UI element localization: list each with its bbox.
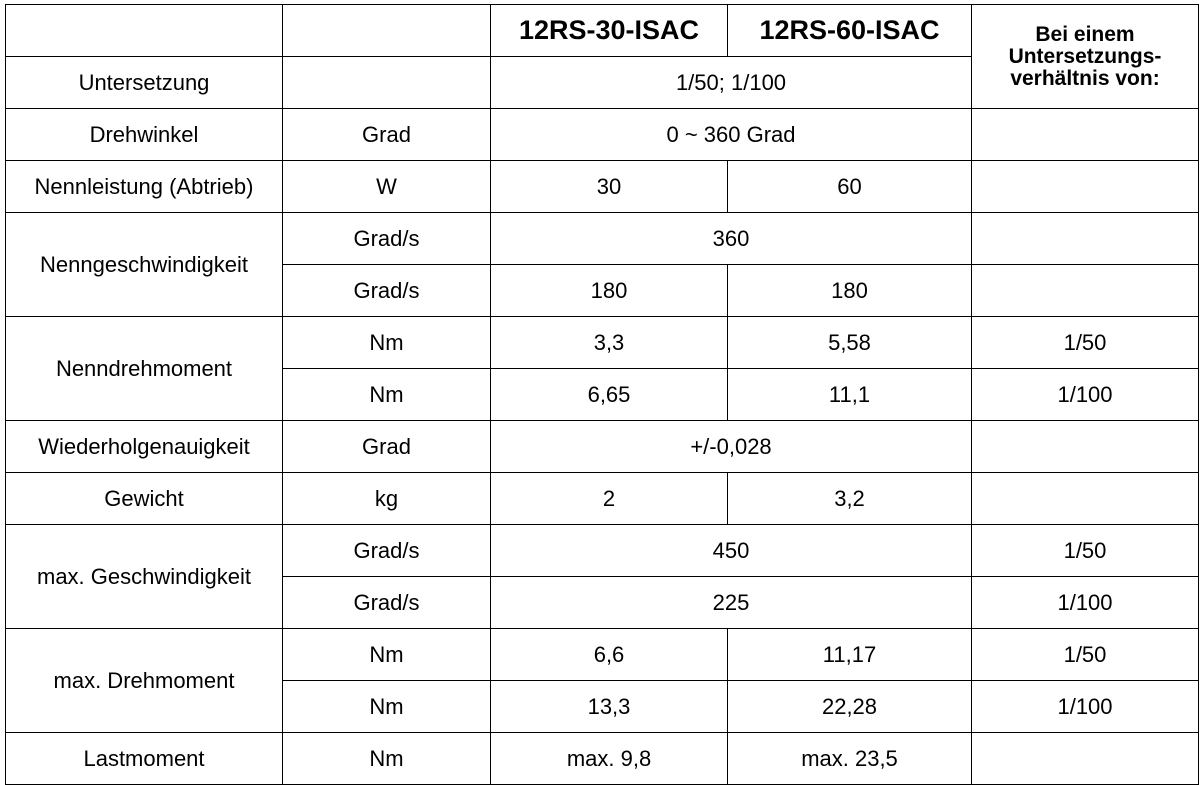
table-row: Nenndrehmoment Nm 3,3 5,58 1/50 — [5, 316, 1199, 421]
row-label: Nennleistung (Abtrieb) — [5, 160, 283, 213]
ratio-cell — [971, 212, 1199, 265]
value-cell: 0 ~ 360 Grad — [490, 108, 972, 161]
value-cell: 180 — [727, 264, 972, 317]
value-cell: 6,65 — [490, 368, 728, 421]
value-cell: 13,3 — [490, 680, 728, 733]
column-header: Bei einem Untersetzungs- verhältnis von: — [971, 4, 1199, 109]
unit-cell: Grad — [282, 420, 491, 473]
table-body: 12RS-30-ISAC 12RS-60-ISAC Bei einem Unte… — [5, 4, 1199, 785]
ratio-cell — [971, 264, 1199, 317]
ratio-cell — [971, 732, 1199, 785]
unit-cell: Nm — [282, 368, 491, 421]
unit-cell: Nm — [282, 628, 491, 681]
table-row: Nm 6,65 11,1 1/100 — [6, 368, 1199, 421]
ratio-cell: 1/100 — [971, 368, 1199, 421]
value-cell: 3,2 — [727, 472, 972, 525]
value-cell: 60 — [727, 160, 972, 213]
table-row: Nennleistung (Abtrieb) W 30 60 — [5, 160, 1199, 213]
ratio-cell: 1/50 — [971, 316, 1199, 369]
ratio-cell — [971, 420, 1199, 473]
unit-cell: W — [282, 160, 491, 213]
unit-cell: Grad/s — [282, 212, 491, 265]
table-row: Nenngeschwindigkeit Grad/s 360 — [5, 212, 1199, 317]
row-label: max. Drehmoment — [5, 628, 283, 733]
ratio-cell — [971, 160, 1199, 213]
unit-cell — [282, 56, 491, 109]
value-cell: 1/50; 1/100 — [490, 56, 972, 109]
value-cell: 2 — [490, 472, 728, 525]
unit-cell: Grad/s — [282, 264, 491, 317]
value-cell: 30 — [490, 160, 728, 213]
row-label: Lastmoment — [5, 732, 283, 785]
table-row: Grad/s 180 180 — [6, 264, 1199, 317]
ratio-cell — [971, 108, 1199, 161]
cell — [282, 4, 491, 57]
ratio-cell: 1/50 — [971, 524, 1199, 577]
unit-cell: kg — [282, 472, 491, 525]
value-cell: 360 — [490, 212, 972, 265]
row-label: Gewicht — [5, 472, 283, 525]
unit-cell: Grad/s — [282, 576, 491, 629]
row-label: max. Geschwindigkeit — [5, 524, 283, 629]
value-cell: max. 9,8 — [490, 732, 728, 785]
value-cell: 22,28 — [727, 680, 972, 733]
value-cell: 5,58 — [727, 316, 972, 369]
unit-cell: Nm — [282, 732, 491, 785]
value-cell: 225 — [490, 576, 972, 629]
table-row: Lastmoment Nm max. 9,8 max. 23,5 — [5, 732, 1199, 785]
unit-cell: Grad/s — [282, 524, 491, 577]
row-label: Untersetzung — [5, 56, 283, 109]
unit-cell: Grad — [282, 108, 491, 161]
value-cell: max. 23,5 — [727, 732, 972, 785]
value-cell: 6,6 — [490, 628, 728, 681]
ratio-cell: 1/100 — [971, 576, 1199, 629]
ratio-cell — [971, 472, 1199, 525]
row-label: Wiederholgenauigkeit — [5, 420, 283, 473]
table-row: max. Geschwindigkeit Grad/s 450 1/50 — [5, 524, 1199, 629]
value-cell: 3,3 — [490, 316, 728, 369]
ratio-cell: 1/100 — [971, 680, 1199, 733]
unit-cell: Nm — [282, 316, 491, 369]
value-cell: 180 — [490, 264, 728, 317]
value-cell: 11,17 — [727, 628, 972, 681]
table-row: Drehwinkel Grad 0 ~ 360 Grad — [5, 108, 1199, 161]
column-header: 12RS-30-ISAC — [490, 4, 728, 57]
table-row: Grad/s 225 1/100 — [6, 576, 1199, 629]
cell — [5, 4, 283, 57]
header-line: Untersetzungs- — [1008, 44, 1162, 68]
row-label: Nenngeschwindigkeit — [5, 212, 283, 317]
unit-cell: Nm — [282, 680, 491, 733]
table-row: Wiederholgenauigkeit Grad +/-0,028 — [5, 420, 1199, 473]
header-line: verhältnis von: — [1010, 66, 1160, 90]
row-label: Drehwinkel — [5, 108, 283, 161]
value-cell: +/-0,028 — [490, 420, 972, 473]
value-cell: 450 — [490, 524, 972, 577]
ratio-cell: 1/50 — [971, 628, 1199, 681]
header-row: 12RS-30-ISAC 12RS-60-ISAC Bei einem Unte… — [5, 4, 1199, 109]
table-row: Gewicht kg 2 3,2 — [5, 472, 1199, 525]
column-header: 12RS-60-ISAC — [727, 4, 972, 57]
value-cell: 11,1 — [727, 368, 972, 421]
header-line: Bei einem — [1035, 22, 1135, 46]
table-row: max. Drehmoment Nm 6,6 11,17 1/50 — [5, 628, 1199, 733]
row-label: Nenndrehmoment — [5, 316, 283, 421]
spec-table: 12RS-30-ISAC 12RS-60-ISAC Bei einem Unte… — [5, 4, 1199, 785]
